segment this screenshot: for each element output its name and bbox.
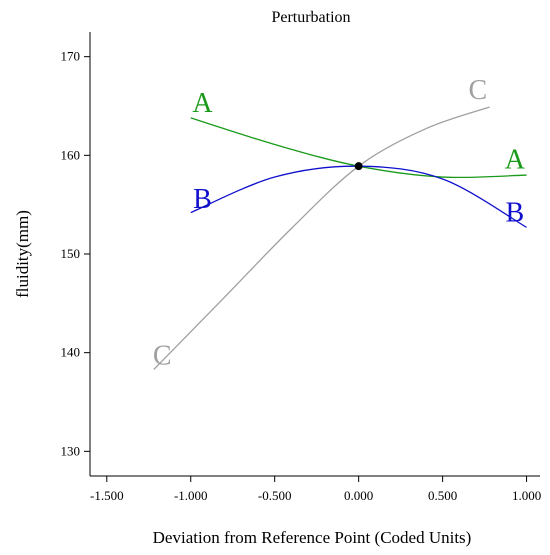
series-line-b <box>190 165 527 228</box>
y-tick-label: 160 <box>61 147 81 162</box>
series-label-b: B <box>193 184 212 215</box>
series-label-a: A <box>505 144 526 175</box>
x-axis-ticks: -1.500 -1.000 -0.500 0.000 0.500 1.000 <box>90 476 541 503</box>
y-axis-label: fluidity(mm) <box>13 210 32 298</box>
x-tick-label: 0.000 <box>344 488 373 503</box>
y-axis-ticks: 130 140 150 160 170 <box>61 49 90 458</box>
series-label-c: C <box>153 341 172 372</box>
y-tick-label: 140 <box>61 345 81 360</box>
y-tick-label: 130 <box>61 443 81 458</box>
series-labels: AAB BCC <box>153 75 526 371</box>
x-tick-label: -1.500 <box>90 488 124 503</box>
x-tick-label: -0.500 <box>258 488 292 503</box>
reference-point-layer <box>354 162 363 171</box>
series-label-a: A <box>192 88 213 119</box>
series-lines <box>153 106 527 370</box>
x-tick-label: 1.000 <box>512 488 541 503</box>
y-tick-label: 150 <box>61 246 81 261</box>
x-tick-label: -1.000 <box>174 488 208 503</box>
x-tick-label: 0.500 <box>428 488 457 503</box>
reference-point <box>354 162 363 171</box>
series-label-b: B <box>505 198 524 229</box>
x-axis-label: Deviation from Reference Point (Coded Un… <box>153 528 472 547</box>
chart-title: Perturbation <box>271 9 350 26</box>
series-line-c <box>153 106 490 370</box>
series-label-c: C <box>469 75 488 106</box>
y-tick-label: 170 <box>61 49 81 64</box>
